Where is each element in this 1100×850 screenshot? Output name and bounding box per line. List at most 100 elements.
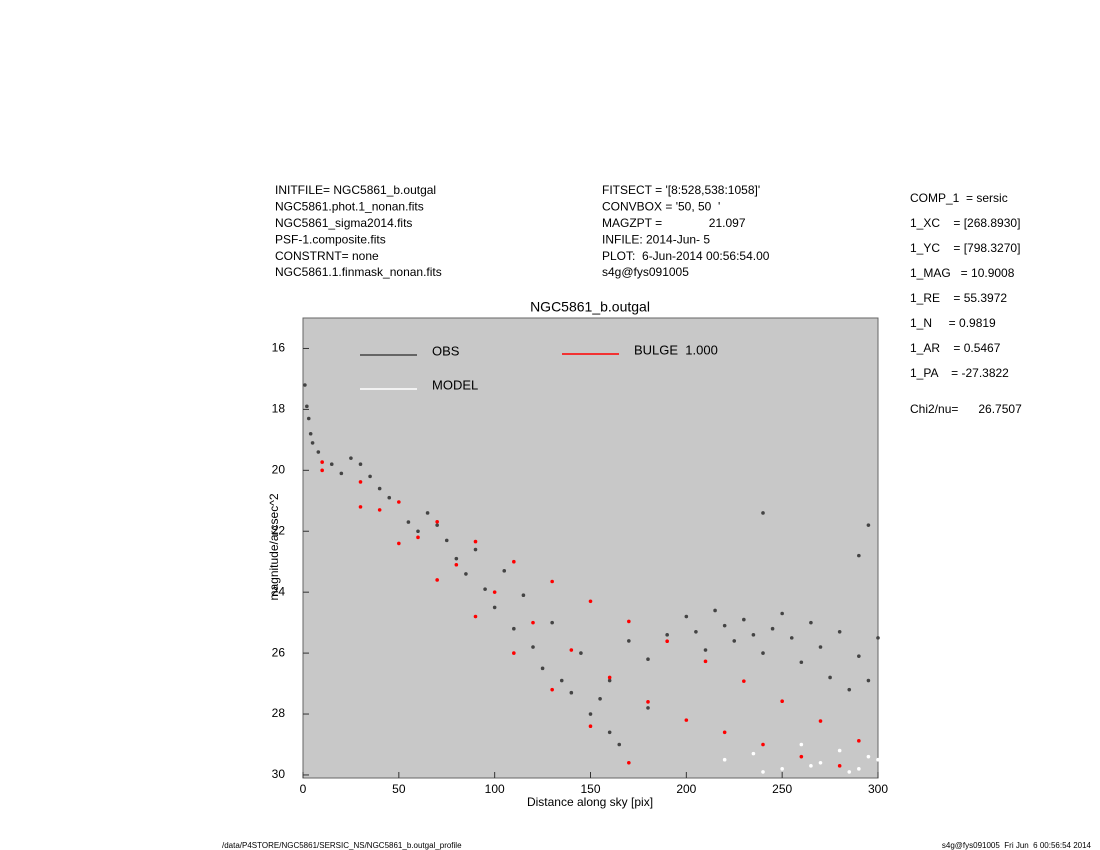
y-tick-label: 20 — [272, 462, 286, 476]
header-line: NGC5861.1.finmask_nonan.fits — [275, 265, 442, 279]
data-point — [828, 675, 832, 680]
data-point — [473, 614, 478, 619]
data-point — [607, 730, 612, 735]
data-point — [550, 620, 554, 625]
data-point — [751, 751, 756, 756]
data-point — [646, 706, 650, 710]
data-point — [818, 645, 823, 649]
chart-title: NGC5861_b.outgal — [530, 299, 650, 315]
y-tick-label: 30 — [272, 767, 286, 781]
parameter-line: 1_N = 0.9819 — [910, 316, 996, 330]
data-point — [732, 639, 737, 643]
data-point — [722, 757, 727, 762]
parameter-line: 1_YC = [798.3270] — [910, 241, 1020, 255]
x-tick-label: 0 — [300, 782, 307, 796]
header-line: INFILE: 2014-Jun- 5 — [602, 232, 710, 246]
data-point — [847, 687, 852, 692]
x-tick-label: 100 — [485, 782, 505, 796]
data-point — [550, 579, 554, 584]
data-point — [358, 462, 363, 467]
data-point — [809, 620, 813, 625]
y-tick-label: 28 — [272, 706, 286, 720]
data-point — [866, 754, 871, 759]
data-point — [569, 690, 574, 695]
data-point — [703, 648, 708, 652]
data-point — [780, 699, 784, 704]
data-point — [473, 547, 478, 552]
header-line: PLOT: 6-Jun-2014 00:56:54.00 — [602, 249, 770, 263]
y-tick-label: 22 — [272, 523, 286, 537]
data-point — [521, 593, 526, 598]
data-point — [368, 474, 372, 479]
parameter-line: 1_XC = [268.8930] — [910, 216, 1020, 230]
data-point — [588, 712, 593, 716]
header-line: NGC5861.phot.1_nonan.fits — [275, 200, 424, 214]
data-point — [857, 739, 861, 743]
data-point — [789, 636, 794, 640]
x-axis-label: Distance along sky [pix] — [527, 795, 653, 809]
data-point — [694, 629, 698, 634]
data-point — [492, 605, 497, 610]
data-point — [780, 767, 784, 771]
footer-stamp: s4g@fys091005 Fri Jun 6 00:56:54 2014 — [942, 841, 1092, 850]
header-line: INITFILE= NGC5861_b.outgal — [275, 183, 436, 197]
y-tick-label: 18 — [272, 402, 286, 416]
data-point — [540, 666, 545, 671]
data-point — [377, 486, 382, 491]
data-point — [444, 538, 449, 543]
data-point — [847, 770, 852, 774]
data-point — [329, 462, 334, 467]
data-point — [316, 450, 321, 454]
data-point — [646, 700, 650, 704]
data-point — [761, 742, 765, 747]
data-point — [339, 471, 344, 476]
data-point — [837, 764, 842, 768]
footer-path: /data/P4STORE/NGC5861/SERSIC_NS/NGC5861_… — [222, 841, 462, 850]
header-line: CONVBOX = '50, 50 ' — [602, 200, 720, 214]
data-point — [320, 468, 324, 473]
data-point — [305, 404, 309, 409]
data-point — [799, 660, 804, 665]
data-point — [857, 553, 861, 558]
data-point — [627, 760, 631, 765]
data-point — [627, 639, 631, 643]
header-line: PSF-1.composite.fits — [275, 232, 386, 246]
data-point — [876, 757, 880, 762]
data-point — [397, 541, 401, 546]
data-point — [435, 523, 439, 527]
data-point — [607, 675, 612, 680]
data-point — [512, 559, 516, 564]
legend-label: OBS — [432, 343, 460, 358]
header-line: MAGZPT = 21.097 — [602, 216, 746, 230]
data-point — [502, 569, 507, 573]
legend-label: BULGE 1.000 — [634, 342, 718, 357]
data-point — [598, 696, 602, 701]
data-point — [308, 431, 313, 436]
data-point — [512, 651, 516, 655]
header-line: CONSTRNT= none — [275, 249, 379, 263]
parameter-line: Chi2/nu= 26.7507 — [910, 402, 1022, 416]
data-point — [397, 500, 401, 504]
data-point — [761, 511, 765, 515]
data-point — [454, 562, 459, 567]
x-tick-label: 300 — [868, 782, 888, 796]
x-tick-label: 200 — [676, 782, 696, 796]
data-point — [435, 520, 439, 524]
data-point — [818, 760, 823, 765]
plot-area — [302, 317, 879, 779]
data-point — [866, 523, 871, 527]
data-point — [607, 678, 612, 683]
data-point — [531, 620, 535, 625]
data-point — [713, 608, 717, 613]
y-tick-label: 24 — [272, 584, 286, 598]
data-point — [761, 770, 765, 774]
data-point — [646, 657, 650, 661]
data-point — [483, 587, 487, 591]
header-line: NGC5861_sigma2014.fits — [275, 216, 412, 230]
data-point — [349, 456, 353, 460]
data-point — [837, 629, 842, 634]
data-point — [377, 508, 382, 512]
data-point — [550, 687, 554, 692]
header-line: s4g@fys091005 — [602, 265, 689, 279]
data-point — [684, 718, 689, 722]
